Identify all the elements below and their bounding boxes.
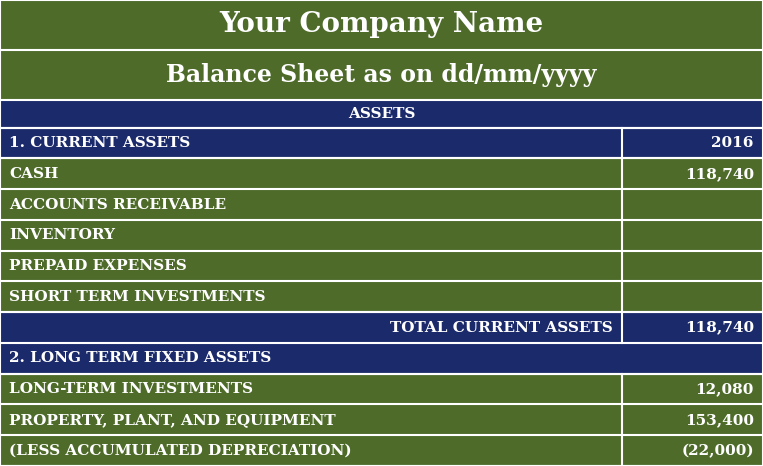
Bar <box>622 220 763 251</box>
Text: 2. LONG TERM FIXED ASSETS: 2. LONG TERM FIXED ASSETS <box>9 351 272 365</box>
Bar <box>622 158 763 189</box>
Text: SHORT TERM INVESTMENTS: SHORT TERM INVESTMENTS <box>9 290 266 304</box>
Bar <box>622 189 763 220</box>
Text: INVENTORY: INVENTORY <box>9 228 115 242</box>
Text: (22,000): (22,000) <box>681 444 754 458</box>
Text: 118,740: 118,740 <box>684 321 754 335</box>
Bar <box>0 435 622 466</box>
Bar <box>622 128 763 158</box>
Text: TOTAL CURRENT ASSETS: TOTAL CURRENT ASSETS <box>390 321 613 335</box>
Bar <box>622 374 763 404</box>
Bar <box>0 158 622 189</box>
Bar <box>0 128 622 158</box>
Text: 12,080: 12,080 <box>695 382 754 396</box>
Text: PREPAID EXPENSES: PREPAID EXPENSES <box>9 259 187 273</box>
Bar <box>0 50 763 100</box>
Text: (LESS ACCUMULATED DEPRECIATION): (LESS ACCUMULATED DEPRECIATION) <box>9 444 352 458</box>
Bar <box>0 220 622 251</box>
Bar <box>0 404 622 435</box>
Bar <box>0 312 622 343</box>
Text: PROPERTY, PLANT, AND EQUIPMENT: PROPERTY, PLANT, AND EQUIPMENT <box>9 413 336 427</box>
Text: 118,740: 118,740 <box>684 167 754 181</box>
Bar <box>622 435 763 466</box>
Text: Balance Sheet as on dd/mm/yyyy: Balance Sheet as on dd/mm/yyyy <box>166 63 597 87</box>
Bar <box>622 312 763 343</box>
Bar <box>622 251 763 281</box>
Bar <box>0 189 622 220</box>
Text: 153,400: 153,400 <box>685 413 754 427</box>
Bar <box>622 404 763 435</box>
Text: 1. CURRENT ASSETS: 1. CURRENT ASSETS <box>9 136 191 150</box>
Bar <box>0 343 763 374</box>
Text: ACCOUNTS RECEIVABLE: ACCOUNTS RECEIVABLE <box>9 198 227 212</box>
Bar <box>0 374 622 404</box>
Text: CASH: CASH <box>9 167 59 181</box>
Bar <box>0 251 622 281</box>
Bar <box>0 281 622 312</box>
Text: LONG-TERM INVESTMENTS: LONG-TERM INVESTMENTS <box>9 382 253 396</box>
Text: 2016: 2016 <box>711 136 754 150</box>
Bar <box>0 100 763 128</box>
Bar <box>0 0 763 50</box>
Bar <box>622 281 763 312</box>
Text: Your Company Name: Your Company Name <box>220 12 543 39</box>
Text: ASSETS: ASSETS <box>348 107 415 121</box>
